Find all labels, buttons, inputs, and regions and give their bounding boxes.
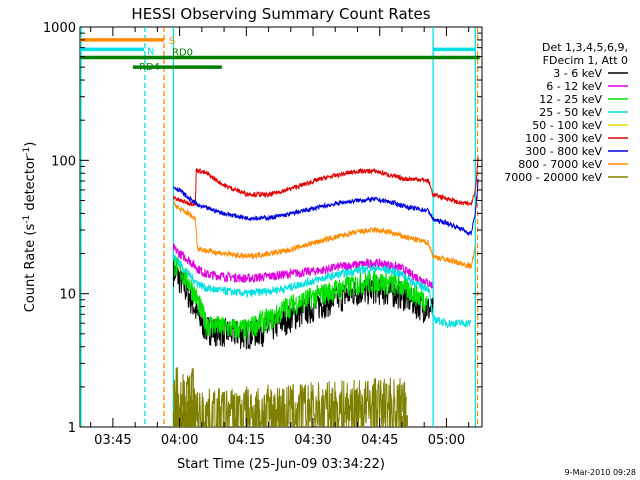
- annotation-label-3: RD4: [139, 62, 160, 73]
- x-tick-label: 05:00: [428, 433, 465, 448]
- legend-label-0: 3 - 6 keV: [553, 67, 602, 80]
- legend-label-8: 7000 - 20000 keV: [504, 171, 602, 184]
- series-line-6: [173, 178, 479, 237]
- y-axis-label-mid: detector: [23, 155, 38, 215]
- series-line-8: [172, 367, 407, 427]
- y-axis-label-main: Count Rate (s: [23, 224, 38, 313]
- series-line-3: [172, 254, 472, 330]
- legend-label-3: 25 - 50 keV: [539, 106, 602, 119]
- x-tick-label: 03:45: [94, 433, 131, 448]
- legend-header-1: FDecim 1, Att 0: [543, 54, 628, 67]
- legend-label-5: 100 - 300 keV: [525, 132, 602, 145]
- series-line-0: [172, 259, 434, 350]
- plot-frame: [79, 26, 483, 428]
- chart-title: HESSI Observing Summary Count Rates: [131, 5, 430, 23]
- y-axis-label: Count Rate (s-1 detector-1): [22, 142, 38, 313]
- series-line-1: [172, 242, 434, 289]
- y-axis-label-sup2: -1: [22, 147, 32, 156]
- y-tick-label: 1000: [43, 21, 76, 36]
- y-axis-label-sup1: -1: [22, 215, 32, 224]
- legend-label-4: 50 - 100 keV: [532, 119, 602, 132]
- y-tick-label: 10: [59, 288, 76, 303]
- legend-label-6: 300 - 800 keV: [525, 145, 602, 158]
- timestamp-footer: 9-Mar-2010 09:28: [565, 468, 636, 477]
- annotation-label-1: N: [147, 46, 154, 57]
- series-line-2: [172, 255, 428, 341]
- y-axis-label-end: ): [23, 142, 38, 147]
- series-line-5: [172, 157, 479, 207]
- annotation-label-0: S: [169, 36, 175, 47]
- legend-label-1: 6 - 12 keV: [546, 80, 602, 93]
- y-tick-label: 100: [51, 154, 76, 169]
- x-tick-label: 04:00: [161, 433, 198, 448]
- x-tick-label: 04:45: [361, 433, 398, 448]
- x-tick-label: 04:30: [294, 433, 331, 448]
- y-tick-label: 1: [68, 421, 76, 436]
- series-line-7: [172, 200, 476, 269]
- x-axis-label: Start Time (25-Jun-09 03:34:22): [177, 457, 385, 472]
- legend-label-7: 800 - 7000 keV: [518, 158, 602, 171]
- legend-header-0: Det 1,3,4,5,6,9,: [542, 41, 628, 54]
- legend-label-2: 12 - 25 keV: [539, 93, 602, 106]
- x-tick-label: 04:15: [228, 433, 265, 448]
- annotation-label-2: RD0: [172, 48, 193, 59]
